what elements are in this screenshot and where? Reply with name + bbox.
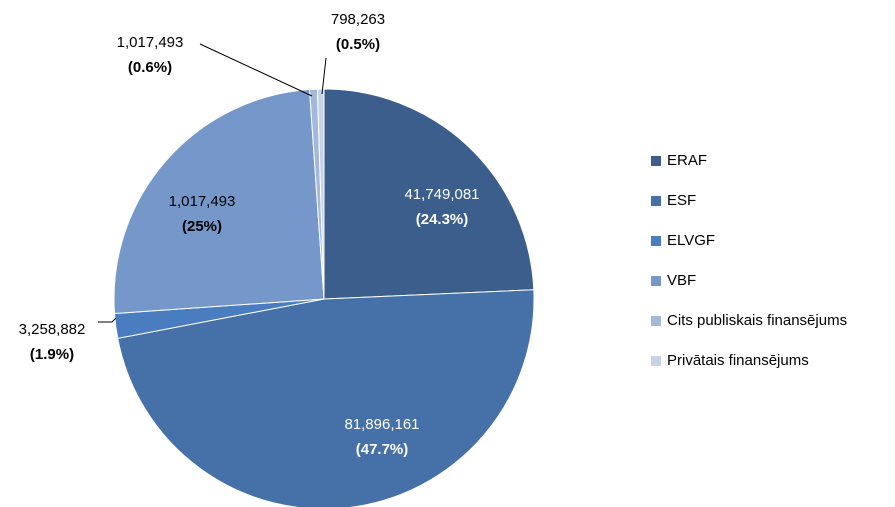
percent-label: (25%) xyxy=(182,218,222,235)
percent-label: (1.9%) xyxy=(30,346,74,363)
leader-line xyxy=(98,317,117,323)
pie-slice xyxy=(117,289,535,507)
percent-label: (0.5%) xyxy=(336,36,380,53)
percent-label: (24.3%) xyxy=(416,211,469,228)
legend-swatch xyxy=(651,316,661,326)
leader-line xyxy=(321,57,327,95)
amount-label: 41,749,081 xyxy=(404,186,479,203)
legend-label: Cits publiskais finansējums xyxy=(667,312,847,329)
legend-swatch xyxy=(651,236,661,246)
legend-label: VBF xyxy=(667,272,696,289)
percent-label: (0.6%) xyxy=(128,59,172,76)
legend-label: Privātais finansējums xyxy=(667,352,809,369)
amount-label: 3,258,882 xyxy=(19,321,86,338)
pie-slice xyxy=(316,88,325,300)
legend-label: ELVGF xyxy=(667,232,715,249)
pie-slice xyxy=(113,88,325,315)
legend-swatch xyxy=(651,156,661,166)
amount-label: 1,017,493 xyxy=(169,193,236,210)
legend-label: ESF xyxy=(667,192,696,209)
leader-line xyxy=(199,43,313,97)
pie-slice xyxy=(323,88,535,300)
amount-label: 81,896,161 xyxy=(344,416,419,433)
legend-swatch xyxy=(651,196,661,206)
legend-label: ERAF xyxy=(667,152,707,169)
legend-swatch xyxy=(651,276,661,286)
percent-label: (47.7%) xyxy=(356,441,409,458)
amount-label: 798,263 xyxy=(331,11,385,28)
amount-label: 1,017,493 xyxy=(117,34,184,51)
legend-swatch xyxy=(651,356,661,366)
